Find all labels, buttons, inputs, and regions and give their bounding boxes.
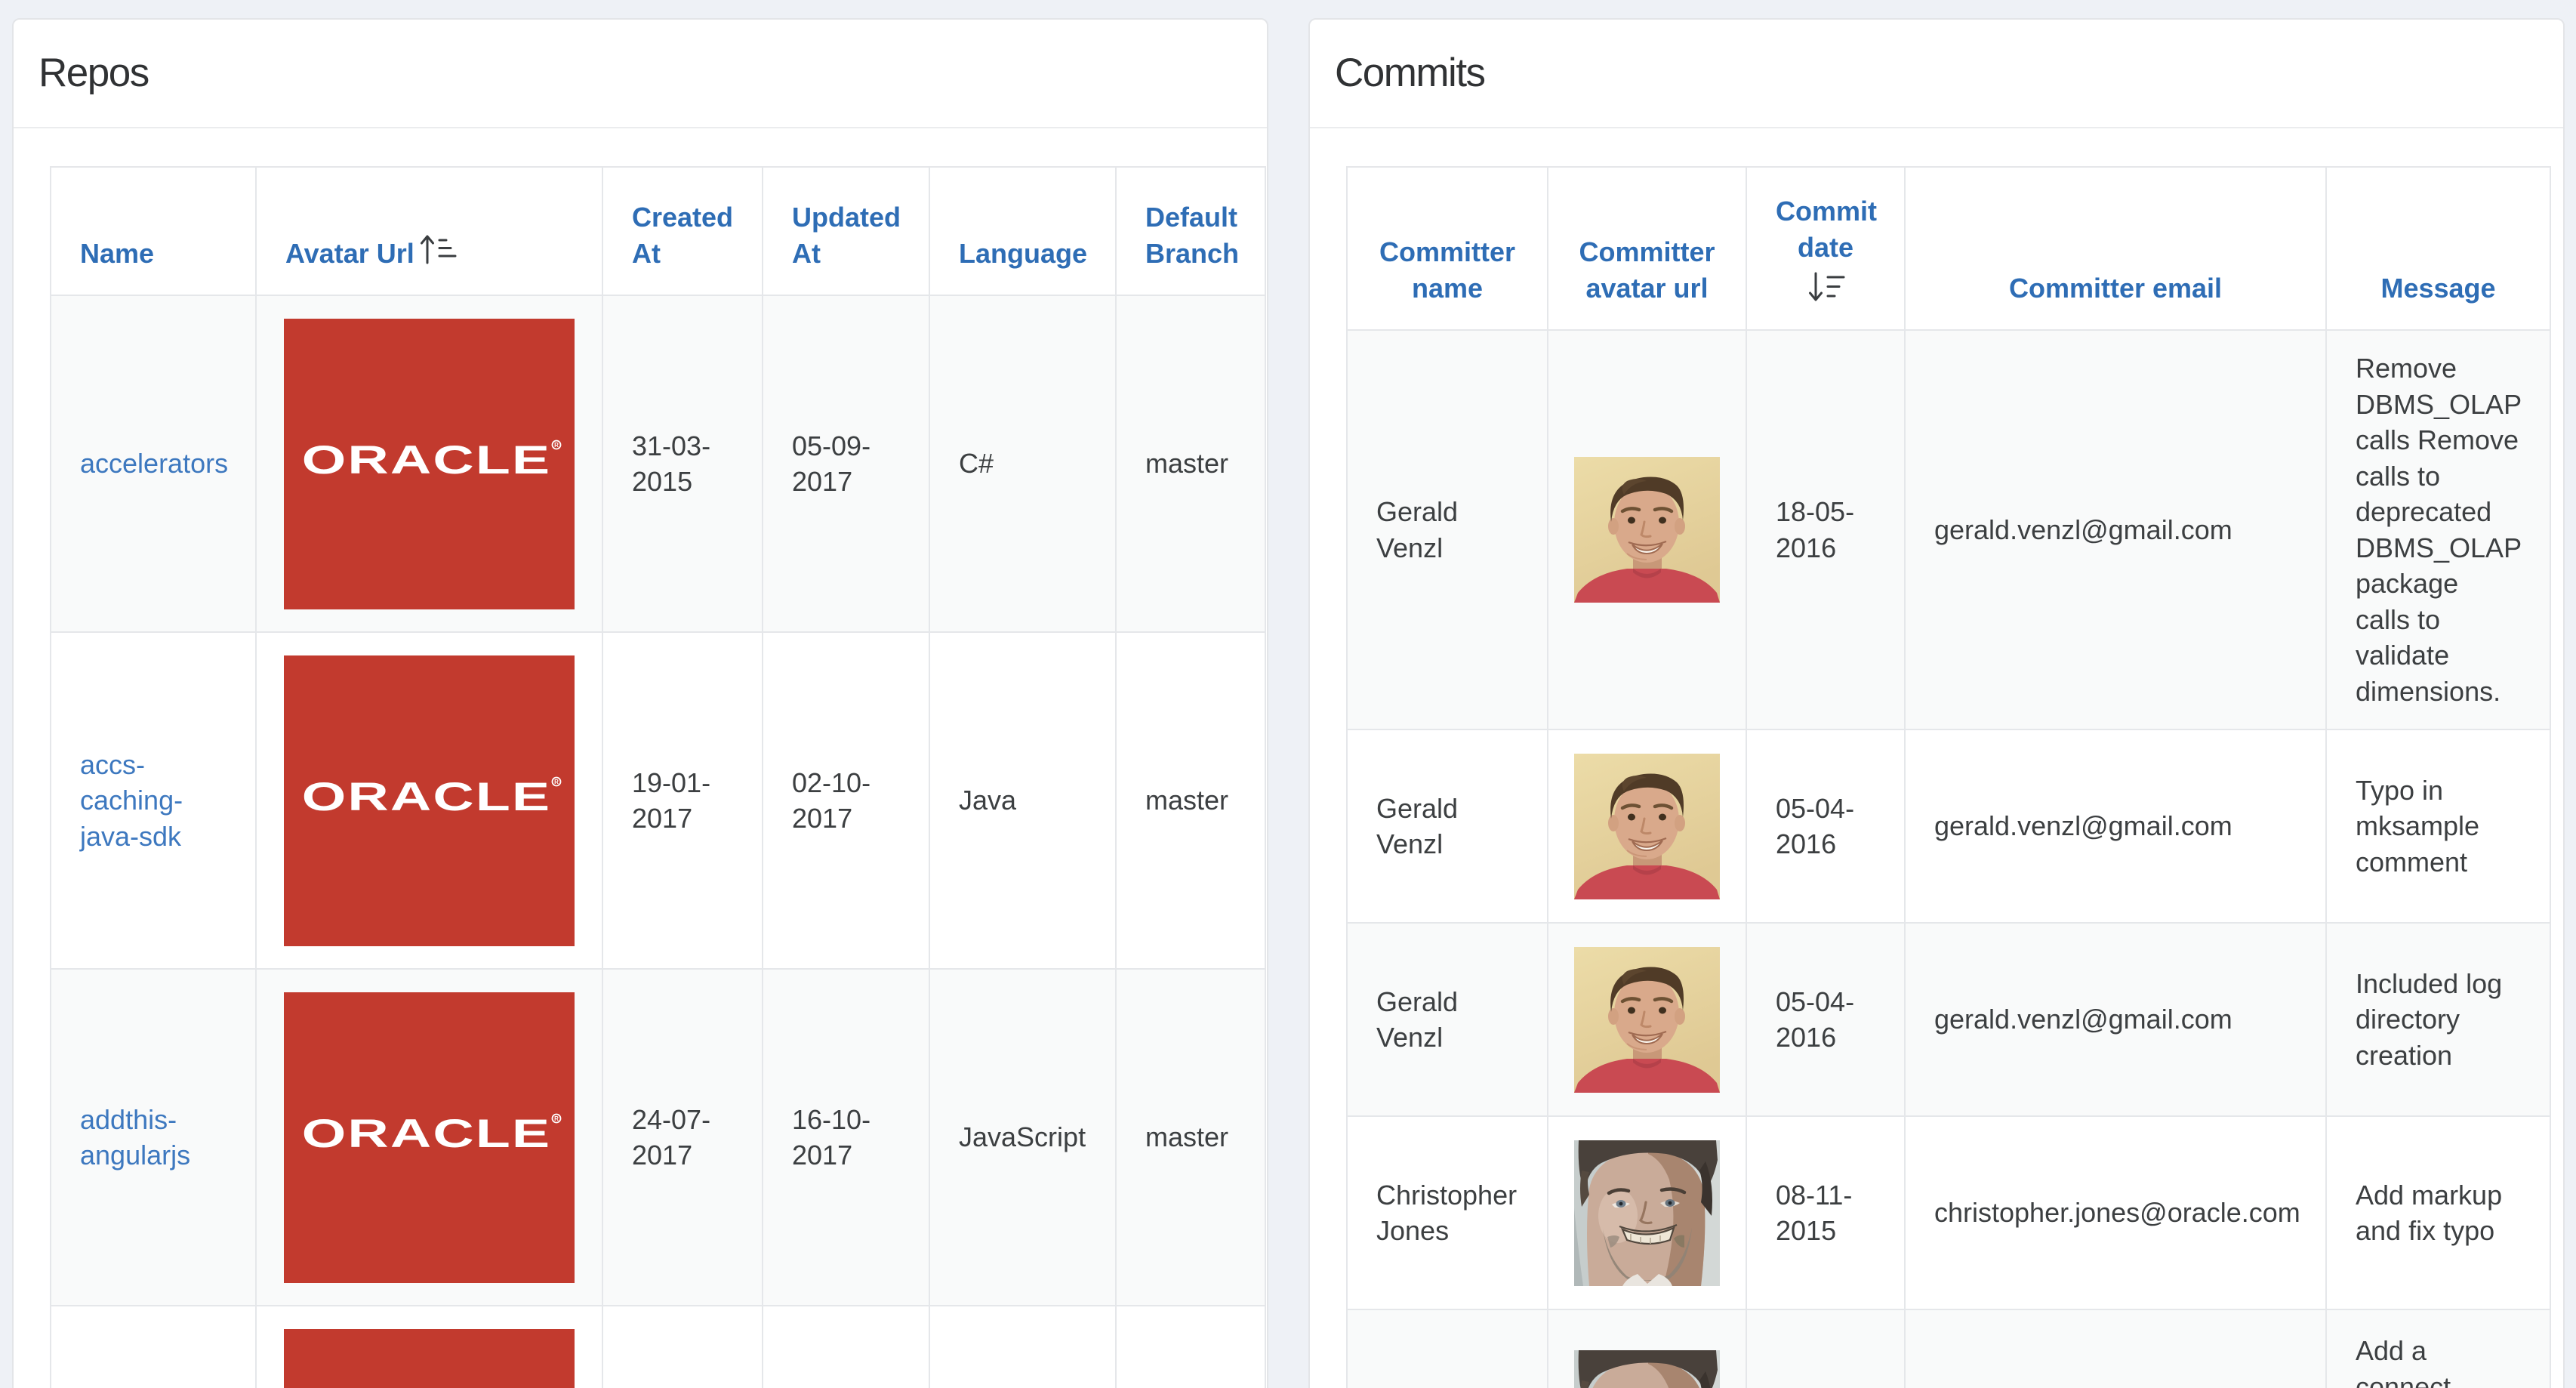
svg-text:ORACLE: ORACLE	[302, 436, 551, 481]
svg-text:ORACLE: ORACLE	[302, 1110, 551, 1155]
svg-text:ORACLE: ORACLE	[302, 773, 551, 818]
svg-text:R: R	[554, 441, 559, 448]
svg-text:R: R	[554, 778, 559, 785]
svg-text:R: R	[554, 1115, 559, 1121]
